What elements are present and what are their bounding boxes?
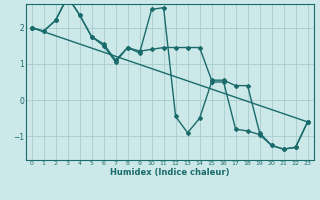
X-axis label: Humidex (Indice chaleur): Humidex (Indice chaleur) xyxy=(110,168,229,177)
